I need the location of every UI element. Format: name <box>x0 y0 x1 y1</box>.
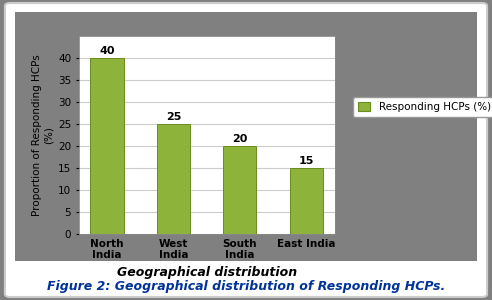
Bar <box>223 146 256 234</box>
Text: 20: 20 <box>232 134 247 144</box>
Y-axis label: Proportion of Responding HCPs
(%): Proportion of Responding HCPs (%) <box>32 54 54 216</box>
Bar <box>290 168 323 234</box>
Bar <box>157 124 190 234</box>
Text: Figure 2: Geographical distribution of Responding HCPs.: Figure 2: Geographical distribution of R… <box>47 280 445 293</box>
Text: 40: 40 <box>99 46 115 56</box>
Bar <box>91 58 123 234</box>
Text: 25: 25 <box>166 112 181 122</box>
Legend: Responding HCPs (%): Responding HCPs (%) <box>353 97 492 117</box>
X-axis label: Geographical distribution: Geographical distribution <box>117 266 297 279</box>
Text: 15: 15 <box>299 156 314 166</box>
